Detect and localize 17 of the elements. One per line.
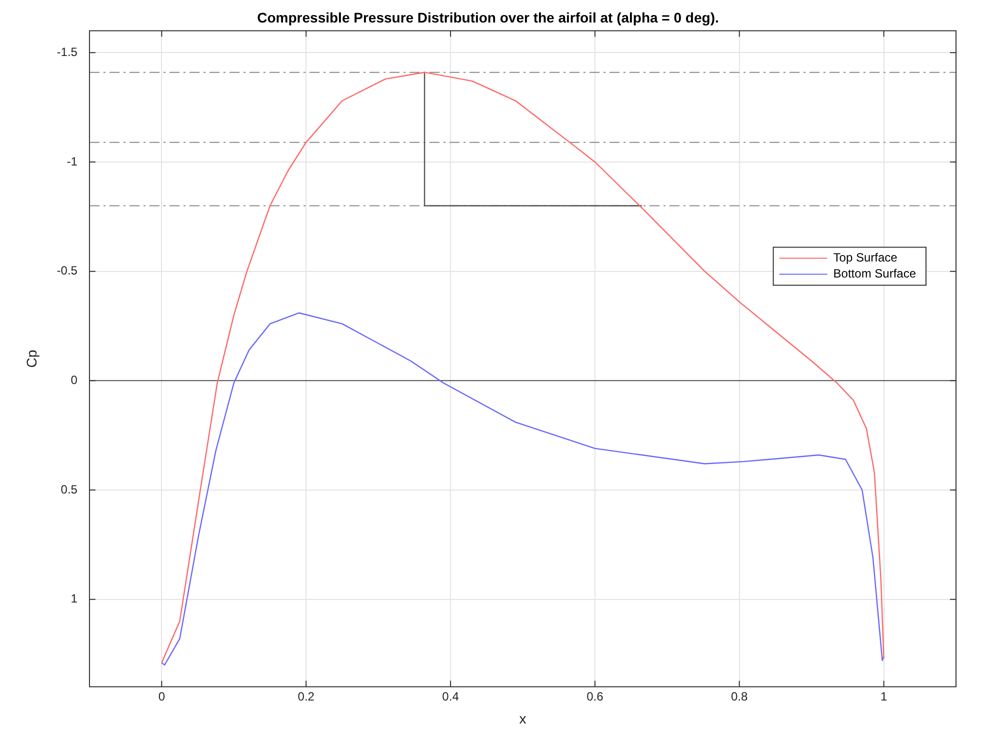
y-tick-label: -1 bbox=[66, 154, 78, 168]
y-tick-label: 0.5 bbox=[60, 482, 78, 496]
y-tick-label: -1.5 bbox=[56, 44, 78, 59]
legend-label: Bottom Surface bbox=[833, 266, 916, 281]
x-axis-title: x bbox=[519, 710, 526, 726]
y-tick-label: 0 bbox=[70, 372, 78, 387]
legend-label: Top Surface bbox=[833, 250, 898, 265]
x-tick-label: 1 bbox=[880, 689, 888, 704]
x-tick-label: 0 bbox=[158, 689, 166, 704]
y-tick-label: -0.5 bbox=[56, 264, 78, 278]
y-axis-title: Cp bbox=[23, 350, 40, 368]
x-tick-label: 0.6 bbox=[586, 689, 604, 704]
y-tick-label: 1 bbox=[70, 592, 78, 606]
x-tick-label: 0.8 bbox=[731, 689, 748, 704]
x-tick-label: 0.4 bbox=[442, 689, 460, 704]
x-tick-label: 0.2 bbox=[298, 689, 315, 704]
chart-title: Compressible Pressure Distribution over the airfoil at (alpha = 0 deg). bbox=[257, 9, 719, 26]
